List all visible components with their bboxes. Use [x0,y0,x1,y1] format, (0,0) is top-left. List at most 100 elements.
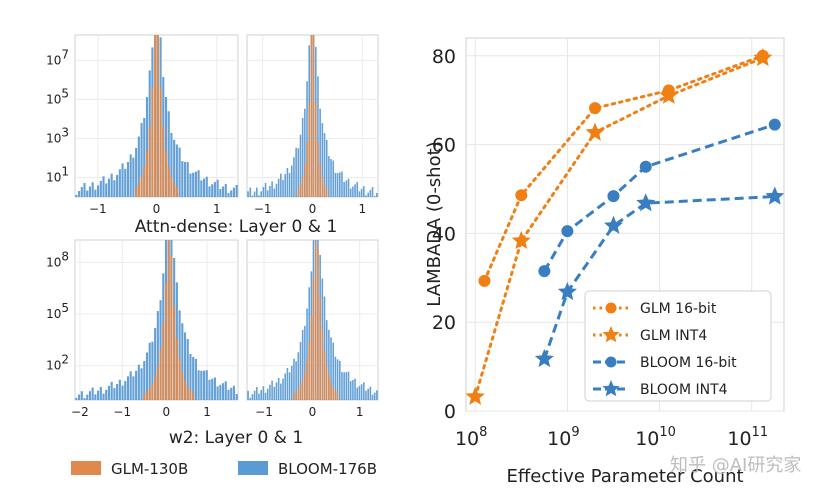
hist-bar-bloom [260,191,262,197]
hist-bar-bloom [208,186,211,197]
hist-bar-glm [135,187,138,197]
legend-swatch-glm [71,461,101,475]
hist-bar-bloom [102,176,105,197]
hist-bar-bloom [105,389,108,400]
hist-x-tick-label: −1 [254,202,272,216]
hist-bar-glm [175,187,178,197]
hist-bar-bloom [164,97,168,197]
hist-bar-bloom [295,361,297,400]
hist-bar-glm [299,384,302,400]
hist-bar-bloom [219,384,222,400]
hist-bar-bloom [129,154,132,197]
hist-bar-bloom [282,378,284,400]
hist-bar-bloom [121,385,124,400]
hist-bar-glm [312,35,315,197]
legend-label: BLOOM 16-bit [640,355,737,371]
hist-bar-bloom [235,184,238,197]
hist-bar-bloom [219,188,222,197]
hist-bar-bloom [137,364,140,400]
hist-bar-glm [159,348,162,400]
hist-bar-bloom [143,360,146,400]
hist-bar-bloom [232,385,235,400]
legend-marker [602,326,620,343]
hist-bar-bloom [205,370,208,400]
hist-bar-glm [317,248,319,400]
hist-bar-bloom [170,132,173,197]
legend-label: BLOOM INT4 [640,382,728,398]
hist-bar-bloom [253,191,256,197]
line-chart-xlabel: Effective Parameter Count [506,466,743,487]
hist-bar-bloom [107,178,111,197]
hist-bar-bloom [126,376,130,400]
hist-bar-bloom [284,174,286,197]
hist-bar-bloom [99,180,102,197]
hist-bar-bloom [99,386,102,400]
hist-bar-bloom [97,390,100,400]
data-point [557,282,577,301]
hist-bar-glm [159,87,162,197]
hist-bar-glm [332,386,335,400]
line-x-tick-label: 1010 [635,425,676,450]
histogram-legend: GLM-130B BLOOM-176B [71,460,377,478]
hist-bar-glm [317,141,319,197]
hist-y-tick-label: 102 [46,353,69,373]
hist-bar-bloom [154,327,157,400]
data-point [515,189,528,202]
hist-bar-bloom [336,172,339,197]
hist-bar-bloom [256,187,258,197]
legend-marker [605,302,617,314]
hist-bar-bloom [354,184,356,197]
hist-bar-bloom [369,386,372,400]
hist-bar-glm [304,370,306,400]
hist-bar-bloom [235,393,238,400]
hist-bar-bloom [334,172,337,197]
hist-bar-bloom [230,190,233,197]
data-point [659,85,679,104]
hist-bar-glm [175,338,178,400]
hist-bar-glm [181,371,184,400]
hist-x-tick-label: −1 [255,405,273,419]
hist-bar-bloom [224,381,227,400]
hist-bar-bloom [297,148,300,197]
data-point [478,274,491,287]
hist-bar-bloom [232,187,235,197]
hist-title-attn: Attn-dense: Layer 0 & 1 [135,217,338,237]
hist-bar-glm [323,184,326,197]
data-point [589,102,602,115]
hist-y-tick-label: 105 [46,86,69,106]
hist-bar-bloom [205,176,208,197]
hist-x-tick-label: 1 [203,405,211,419]
hist-bar-bloom [189,353,192,400]
hist-bar-glm [143,393,146,400]
hist-bar-bloom [341,372,343,400]
hist-bar-glm [314,240,317,400]
hist-bar-bloom [319,108,321,197]
hist-bar-glm [301,379,304,400]
hist-bar-bloom [365,195,367,197]
hist-bar-bloom [325,139,328,197]
hist-bar-glm [297,188,300,197]
hist-bar-bloom [192,172,195,197]
hist-bar-glm [183,380,187,400]
hist-bar-bloom [83,398,86,400]
hist-bar-bloom [275,382,278,400]
hist-bar-bloom [301,329,304,400]
hist-bar-bloom [97,185,100,197]
hist-bar-glm [321,329,324,400]
hist-x-tick-label: 0 [162,405,170,419]
hist-bar-bloom [91,387,94,400]
hist-bar-glm [308,342,311,400]
hist-bar-glm [145,150,149,197]
hist-bar-glm [154,35,157,197]
hist-frame [74,239,239,401]
hist-bar-bloom [373,392,376,400]
hist-bar-glm [334,390,337,400]
hist-bar-bloom [78,191,81,197]
hist-bar-glm [323,351,326,400]
hist-bar-bloom [145,352,149,400]
hist-bar-bloom [224,183,227,197]
hist-bar-bloom [347,371,350,400]
hist-bar-glm [192,392,195,400]
data-point [753,48,773,67]
